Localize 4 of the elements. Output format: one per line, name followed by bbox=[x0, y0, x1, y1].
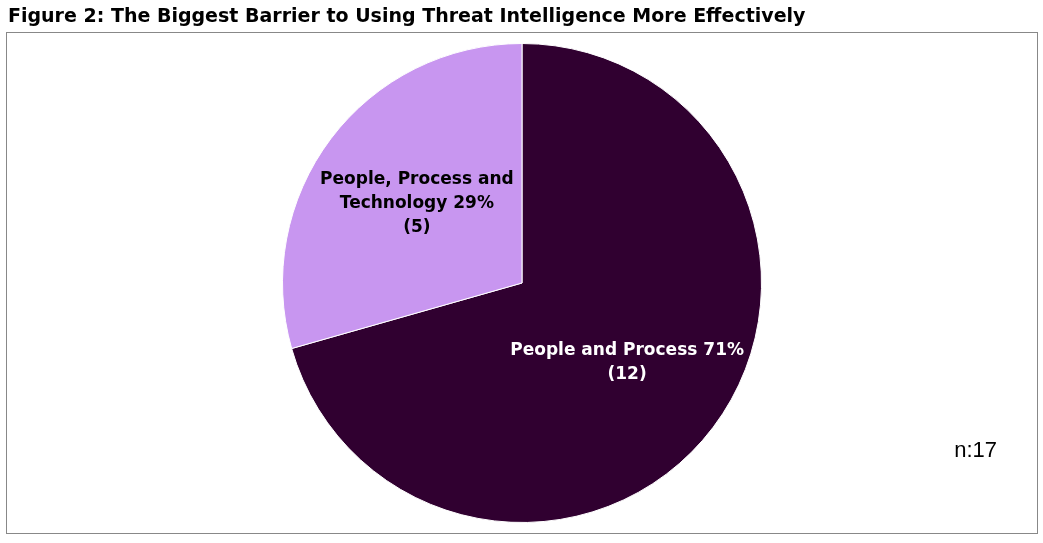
text: n:17 bbox=[954, 437, 997, 463]
slice-label: People, Process and Technology 29% (5) bbox=[320, 168, 514, 237]
chart-title: Figure 2: The Biggest Barrier to Using Threat Intelligence More Effectively bbox=[7, 3, 807, 28]
slice-label: People and Process 71% (12) bbox=[510, 338, 744, 383]
